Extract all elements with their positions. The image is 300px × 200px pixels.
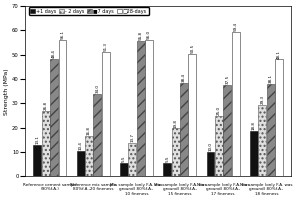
Bar bbox=[180, 83, 188, 176]
Text: 48.4: 48.4 bbox=[52, 49, 56, 58]
Text: 55.8: 55.8 bbox=[139, 31, 143, 40]
Text: 48.1: 48.1 bbox=[277, 50, 281, 59]
Text: 59.4: 59.4 bbox=[234, 22, 238, 31]
Legend: +1 days, - 2 days, ■7 days, □28-days: +1 days, - 2 days, ■7 days, □28-days bbox=[28, 7, 148, 15]
Bar bbox=[33, 145, 41, 176]
Bar bbox=[128, 143, 136, 176]
Bar bbox=[275, 59, 283, 176]
Bar bbox=[206, 152, 214, 176]
Bar bbox=[42, 111, 50, 176]
Bar bbox=[50, 59, 58, 176]
Bar bbox=[137, 41, 145, 176]
Text: 13.7: 13.7 bbox=[130, 133, 134, 142]
Bar bbox=[232, 32, 240, 176]
Y-axis label: Strength (MPa): Strength (MPa) bbox=[4, 68, 9, 115]
Text: 16.8: 16.8 bbox=[87, 126, 91, 135]
Text: 37.5: 37.5 bbox=[225, 75, 229, 84]
Text: 5.5: 5.5 bbox=[122, 156, 126, 162]
Text: 56.0: 56.0 bbox=[147, 30, 151, 39]
Bar bbox=[120, 163, 128, 176]
Bar bbox=[172, 128, 180, 176]
Text: 38.1: 38.1 bbox=[268, 74, 273, 83]
Text: 50.5: 50.5 bbox=[190, 44, 194, 53]
Bar bbox=[267, 84, 274, 176]
Text: 38.4: 38.4 bbox=[182, 73, 186, 82]
Text: 10.4: 10.4 bbox=[79, 141, 83, 150]
Text: 26.8: 26.8 bbox=[44, 101, 48, 110]
Text: 25.0: 25.0 bbox=[217, 106, 221, 115]
Text: 19.8: 19.8 bbox=[174, 119, 178, 128]
Text: 18.8: 18.8 bbox=[252, 121, 256, 130]
Text: 10.0: 10.0 bbox=[208, 142, 212, 151]
Bar bbox=[102, 52, 110, 176]
Text: 5.5: 5.5 bbox=[165, 156, 169, 162]
Text: 56.1: 56.1 bbox=[61, 30, 64, 39]
Bar bbox=[223, 85, 231, 176]
Text: 34.0: 34.0 bbox=[95, 84, 99, 93]
Bar bbox=[250, 131, 258, 176]
Bar bbox=[76, 151, 85, 176]
Text: 51.3: 51.3 bbox=[104, 42, 108, 51]
Text: 13.1: 13.1 bbox=[35, 135, 39, 144]
Bar bbox=[188, 54, 196, 176]
Bar bbox=[258, 105, 266, 176]
Bar bbox=[215, 116, 223, 176]
Bar bbox=[58, 40, 67, 176]
Text: 29.3: 29.3 bbox=[260, 95, 264, 104]
Bar bbox=[145, 40, 153, 176]
Bar bbox=[93, 94, 101, 176]
Bar bbox=[85, 136, 93, 176]
Bar bbox=[163, 163, 171, 176]
